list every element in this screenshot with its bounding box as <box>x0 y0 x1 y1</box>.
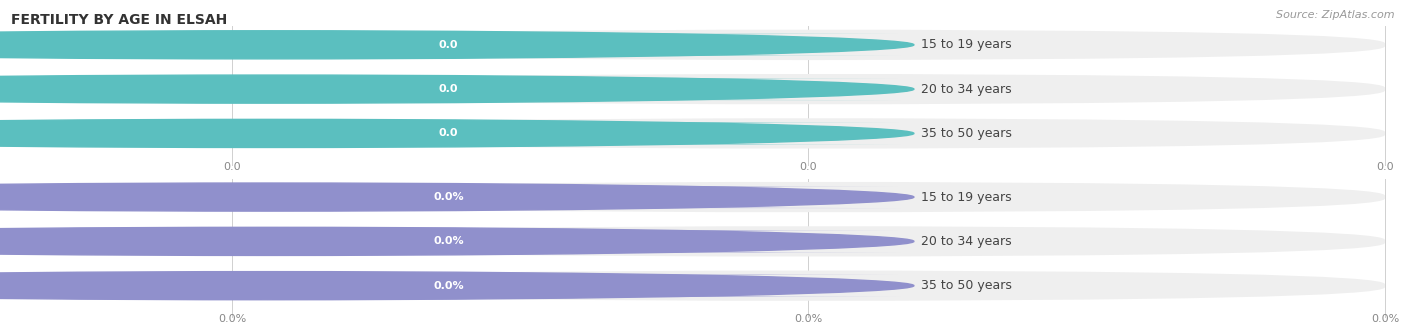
Text: 0.0: 0.0 <box>800 162 817 171</box>
Text: 0.0: 0.0 <box>439 40 458 50</box>
Text: 0.0: 0.0 <box>439 128 458 138</box>
Text: 0.0%: 0.0% <box>1371 314 1399 324</box>
Circle shape <box>0 75 914 103</box>
Circle shape <box>0 227 914 256</box>
FancyBboxPatch shape <box>232 29 1385 60</box>
Text: FERTILITY BY AGE IN ELSAH: FERTILITY BY AGE IN ELSAH <box>11 13 228 27</box>
Circle shape <box>0 119 914 148</box>
Text: 35 to 50 years: 35 to 50 years <box>921 279 1012 292</box>
Text: 0.0: 0.0 <box>224 162 240 171</box>
FancyBboxPatch shape <box>0 122 901 144</box>
FancyBboxPatch shape <box>232 182 1385 213</box>
FancyBboxPatch shape <box>0 275 901 297</box>
Circle shape <box>0 183 914 211</box>
Text: 20 to 34 years: 20 to 34 years <box>921 83 1011 96</box>
Text: 0.0%: 0.0% <box>218 314 246 324</box>
FancyBboxPatch shape <box>232 118 1385 149</box>
Text: 15 to 19 years: 15 to 19 years <box>921 191 1011 204</box>
Circle shape <box>0 272 914 300</box>
FancyBboxPatch shape <box>232 270 1385 301</box>
Text: 0.0%: 0.0% <box>433 236 464 246</box>
FancyBboxPatch shape <box>232 226 1385 257</box>
Text: 15 to 19 years: 15 to 19 years <box>921 38 1011 51</box>
Text: 0.0: 0.0 <box>439 84 458 94</box>
Circle shape <box>0 31 914 59</box>
FancyBboxPatch shape <box>0 230 901 252</box>
Text: 20 to 34 years: 20 to 34 years <box>921 235 1011 248</box>
FancyBboxPatch shape <box>0 186 901 208</box>
Text: Source: ZipAtlas.com: Source: ZipAtlas.com <box>1277 10 1395 20</box>
Text: 35 to 50 years: 35 to 50 years <box>921 127 1012 140</box>
Text: 0.0%: 0.0% <box>433 192 464 202</box>
FancyBboxPatch shape <box>0 34 901 56</box>
Text: 0.0%: 0.0% <box>433 281 464 291</box>
Text: 0.0: 0.0 <box>1376 162 1393 171</box>
FancyBboxPatch shape <box>0 78 901 100</box>
Text: 0.0%: 0.0% <box>794 314 823 324</box>
FancyBboxPatch shape <box>232 74 1385 104</box>
